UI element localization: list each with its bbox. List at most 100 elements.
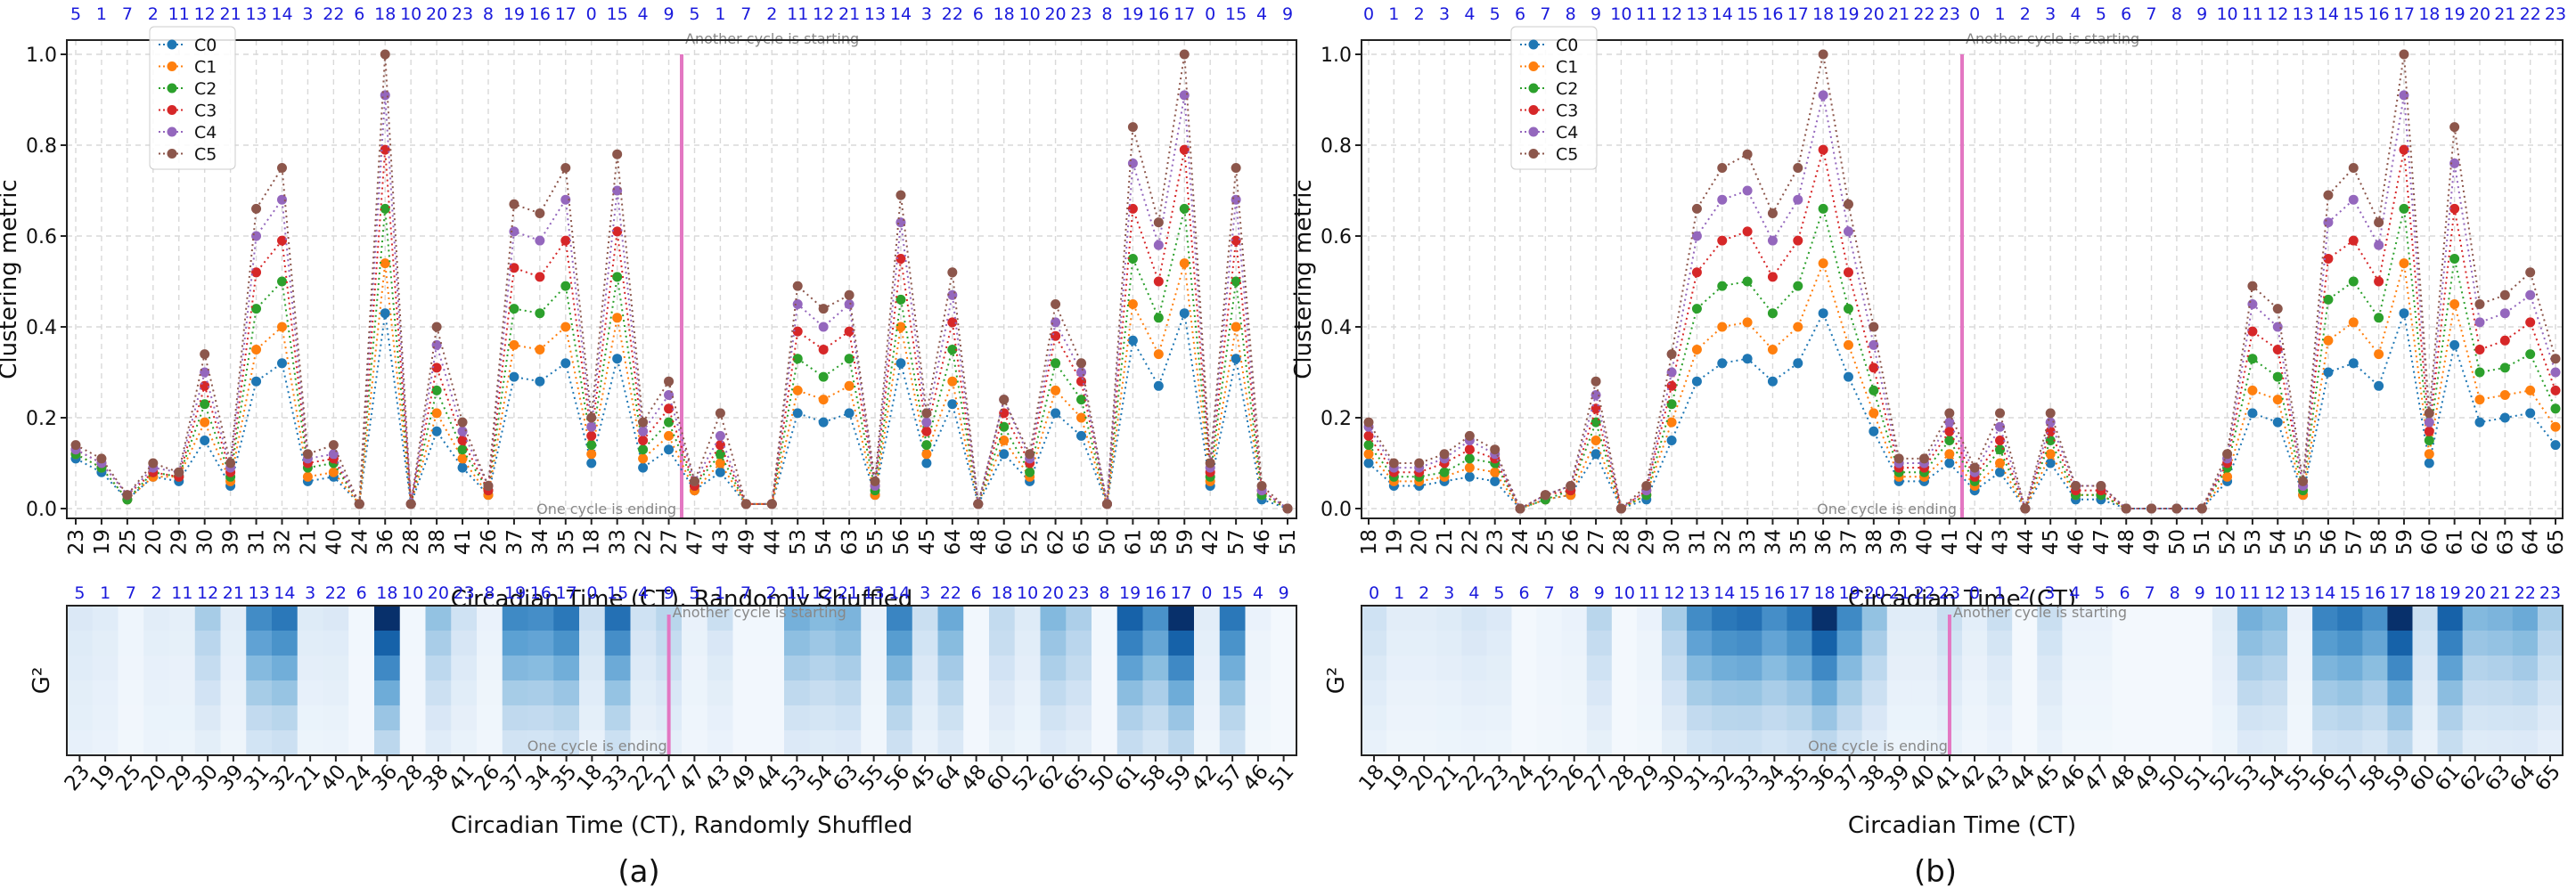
heatmap-cell <box>220 705 247 731</box>
heatmap-cell <box>963 606 990 631</box>
data-point-C5 <box>535 208 545 218</box>
x-tick-label: 29 <box>168 529 192 555</box>
x-tick-label: 41 <box>452 529 475 555</box>
heatmap-top-tick-label: 6 <box>2119 583 2130 603</box>
x-tick-label: 53 <box>787 529 810 555</box>
heatmap-cell <box>1886 680 1913 706</box>
heatmap-cell <box>2062 730 2089 756</box>
data-point-C3 <box>2550 385 2561 395</box>
heatmap-cell <box>1762 606 1788 631</box>
data-point-C2 <box>2424 436 2434 445</box>
data-point-C4 <box>2449 158 2460 168</box>
heatmap-top-tick-label: 13 <box>249 583 270 603</box>
heatmap-cell <box>2062 656 2089 681</box>
heatmap-cell <box>2212 705 2238 731</box>
heatmap-top-tick-label: 3 <box>2044 583 2055 603</box>
data-point-C0 <box>2424 458 2434 468</box>
heatmap-cell <box>527 705 554 731</box>
heatmap-cell <box>887 606 913 631</box>
data-point-C0 <box>1363 458 1374 468</box>
heatmap-cell <box>1386 656 1412 681</box>
data-point-C1 <box>1490 467 1501 477</box>
heatmap-cell <box>1911 606 1938 631</box>
heatmap-cell <box>1436 606 1462 631</box>
data-point-C1 <box>2323 335 2334 346</box>
y-tick-label: 0.0 <box>26 499 57 521</box>
data-point-C0 <box>664 444 675 455</box>
data-point-C1 <box>2499 390 2510 400</box>
heatmap-cell <box>194 631 222 656</box>
data-point-C3 <box>2449 203 2460 214</box>
heatmap-top-tick-label: 5 <box>1493 583 1504 603</box>
legend-box <box>149 26 236 170</box>
heatmap-cell <box>1194 705 1221 731</box>
data-point-C3 <box>2499 335 2510 346</box>
data-point-C5 <box>1666 349 1677 360</box>
heatmap-cell <box>553 705 580 731</box>
heatmap-cell <box>1586 631 1613 656</box>
heatmap-top-tick-label: 22 <box>1914 583 1935 603</box>
data-point-C2 <box>2474 367 2485 378</box>
heatmap-cell <box>1762 680 1788 706</box>
legend-label-C5: C5 <box>1556 145 1578 165</box>
heatmap-cell <box>1987 631 2013 656</box>
data-point-C5 <box>2272 304 2283 314</box>
heatmap-top-tick-label: 9 <box>1594 583 1605 603</box>
data-point-C1 <box>535 345 545 354</box>
heatmap-cell <box>1737 705 1762 731</box>
heatmap-cell <box>579 730 606 756</box>
data-point-C1 <box>1691 345 1702 354</box>
data-point-C1 <box>1179 258 1190 269</box>
heatmap-cell <box>912 656 939 681</box>
heatmap-top-tick-label: 14 <box>2314 583 2335 603</box>
heatmap-cell <box>1636 656 1663 681</box>
heatmap-top-tick-label: 17 <box>1171 583 1192 603</box>
heatmap-top-tick-label: 20 <box>428 583 449 603</box>
heatmap-cell <box>553 730 580 756</box>
top-tick-label: 3 <box>302 4 313 24</box>
heatmap-cell <box>2112 606 2138 631</box>
top-tick-label: 21 <box>2494 4 2515 24</box>
x-tick-label: 52 <box>1019 529 1043 555</box>
heatmap-cell <box>2362 606 2389 631</box>
heatmap-cell <box>2012 730 2038 756</box>
heatmap-top-tick-label: 16 <box>1145 583 1166 603</box>
data-point-C1 <box>200 417 210 428</box>
x-tick-label: 38 <box>426 529 449 555</box>
x-tick-label: 45 <box>2040 529 2063 555</box>
heatmap-cell <box>2212 606 2238 631</box>
top-tick-label: 0 <box>1969 4 1980 24</box>
heatmap-cell <box>1194 656 1221 681</box>
heatmap-cell <box>1886 606 1913 631</box>
data-point-C3 <box>818 345 829 354</box>
heatmap-cell <box>1737 680 1762 706</box>
x-tick-label: 50 <box>1096 529 1119 555</box>
heatmap-cell <box>937 705 964 731</box>
data-point-C5 <box>2474 299 2485 309</box>
heatmap-cell <box>1168 680 1195 706</box>
heatmap-cell <box>2112 631 2138 656</box>
heatmap-cell <box>272 705 298 731</box>
heatmap-cell <box>2537 631 2564 656</box>
data-point-C1 <box>2045 449 2056 460</box>
heatmap-cell <box>1142 606 1169 631</box>
data-point-C3 <box>2525 317 2536 328</box>
data-point-C4 <box>1153 240 1164 250</box>
data-point-C5 <box>2525 267 2536 278</box>
heatmap-cell <box>348 730 375 756</box>
data-point-C5 <box>1388 458 1399 468</box>
data-point-C5 <box>740 499 751 509</box>
data-point-C1 <box>2222 471 2233 482</box>
heatmap-cell <box>477 705 503 731</box>
top-tick-label: 6 <box>973 4 984 24</box>
heatmap-cell <box>2287 680 2313 706</box>
heatmap-cell <box>1040 730 1067 756</box>
data-point-C5 <box>715 408 725 419</box>
heatmap-cell <box>1219 606 1247 631</box>
data-point-C2 <box>2525 349 2536 360</box>
heatmap-cell <box>861 631 887 656</box>
top-tick-label: 22 <box>942 4 963 24</box>
top-tick-label: 6 <box>354 4 364 24</box>
series-C5 <box>70 49 1293 514</box>
